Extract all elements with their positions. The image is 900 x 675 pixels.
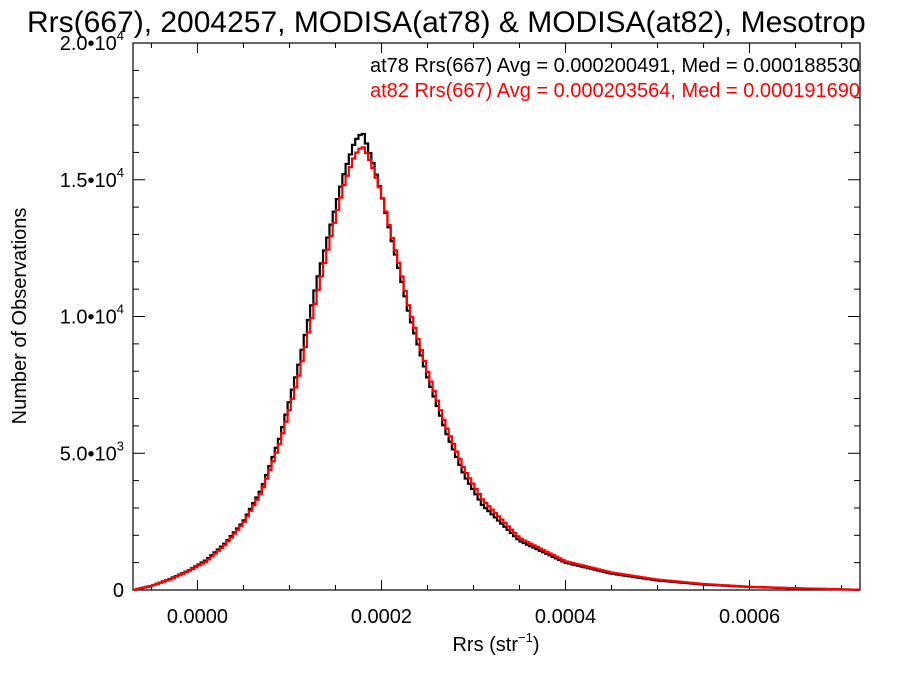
series-annotation-at78: at78 Rrs(667) Avg = 0.000200491, Med = 0… [370, 55, 860, 77]
y-tick-label-base: 1.0•10 [60, 307, 117, 329]
series-group [133, 132, 860, 591]
y-tick-label: 0 [113, 580, 124, 602]
series-annotation-at82: at82 Rrs(667) Avg = 0.000203564, Med = 0… [370, 80, 860, 102]
x-tick-label: 0.0000 [167, 606, 228, 628]
x-axis-label-main: Rrs (str [452, 634, 518, 656]
x-axis-label-superscript: −1 [518, 630, 533, 645]
y-tick-label-exponent: 3 [117, 438, 124, 453]
x-axis-label-end: ) [533, 634, 540, 656]
y-axis-label: Number of Observations [9, 208, 31, 425]
plot-frame [132, 42, 861, 591]
y-tick-label-base: 2.0•10 [60, 33, 117, 55]
x-tick-label: 0.0006 [719, 606, 780, 628]
y-tick-label: 1.5•104 [60, 165, 124, 192]
series-line-at82 [133, 146, 860, 591]
y-tick-label-exponent: 4 [117, 28, 124, 43]
y-tick-label-exponent: 4 [117, 302, 124, 317]
x-axis-label: Rrs (str−1) [452, 630, 539, 656]
x-tick-label: 0.0002 [351, 606, 412, 628]
y-tick-label: 5.0•103 [60, 438, 124, 465]
y-tick-label-base: 1.5•10 [60, 170, 117, 192]
y-tick-label: 1.0•104 [60, 302, 124, 329]
y-tick-label-base: 0 [113, 580, 124, 602]
x-axis: 0.0000 0.0002 0.0004 0.0006 [150, 43, 843, 628]
y-tick-label-base: 5.0•10 [60, 443, 117, 465]
x-tick-label: 0.0004 [535, 606, 596, 628]
y-tick-label-exponent: 4 [117, 165, 124, 180]
y-tick-label: 2.0•104 [60, 28, 124, 55]
chart-title: Rrs(667), 2004257, MODISA(at78) & MODISA… [27, 6, 866, 39]
